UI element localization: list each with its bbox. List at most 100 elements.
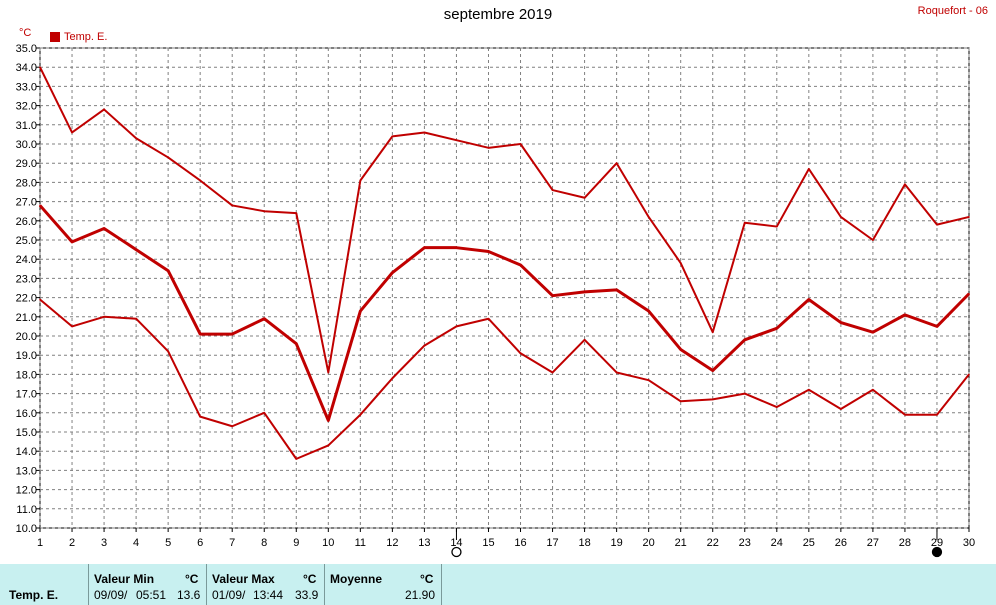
x-tick-label: 6 — [197, 537, 203, 549]
x-tick-label: 29 — [931, 537, 943, 549]
data-point-max — [263, 210, 266, 212]
series-line-max — [39, 66, 970, 374]
data-point-max — [71, 131, 73, 134]
data-point-min — [327, 444, 330, 447]
data-point-max — [808, 168, 810, 170]
data-point-mean — [936, 325, 938, 328]
data-point-mean — [423, 246, 426, 249]
y-tick-label: 18.0 — [16, 369, 37, 381]
data-point-min — [872, 388, 874, 391]
data-point-max — [199, 179, 201, 182]
x-tick-label: 10 — [322, 537, 334, 549]
y-tick-label: 27.0 — [16, 197, 37, 209]
y-axis-unit: °C — [19, 27, 32, 39]
y-tick-label: 10.0 — [16, 523, 37, 535]
x-tick-label: 22 — [707, 537, 719, 549]
data-point-mean — [904, 314, 906, 316]
x-tick-label: 3 — [101, 537, 107, 549]
min-time: 05:51 — [136, 588, 167, 602]
y-tick-label: 12.0 — [16, 485, 37, 497]
x-tick-label: 13 — [418, 537, 430, 549]
x-tick-label: 5 — [165, 537, 171, 549]
data-point-min — [295, 458, 298, 460]
data-point-min — [231, 425, 234, 428]
data-point-max — [231, 204, 234, 207]
data-point-mean — [487, 250, 490, 253]
x-tick-label: 23 — [739, 537, 751, 549]
data-point-max — [679, 262, 682, 264]
x-tick-label: 26 — [835, 537, 847, 549]
summary-series-label: Temp. E. — [9, 588, 59, 602]
x-tick-label: 28 — [899, 537, 911, 549]
max-date: 01/09/ — [212, 588, 246, 602]
x-tick-label: 16 — [514, 537, 526, 549]
summary-divider — [206, 564, 207, 605]
summary-divider — [441, 564, 442, 605]
y-tick-label: 14.0 — [16, 446, 37, 458]
data-point-min — [167, 350, 169, 353]
station-name: Roquefort - 06 — [917, 5, 988, 17]
data-point-min — [71, 325, 73, 328]
summary-divider — [324, 564, 325, 605]
data-point-max — [519, 143, 522, 145]
data-point-mean — [231, 333, 234, 335]
y-tick-label: 19.0 — [16, 350, 37, 362]
data-point-max — [936, 223, 938, 226]
legend-swatch — [50, 32, 60, 42]
series-line-mean — [38, 204, 971, 422]
data-point-mean — [583, 291, 586, 293]
min-value: 13.6 — [177, 588, 201, 602]
legend-label: Temp. E. — [64, 31, 108, 43]
data-point-max — [840, 216, 842, 218]
x-tick-label: 4 — [133, 537, 139, 549]
data-point-mean — [743, 339, 746, 341]
chart-area: 10.0 11.0 12.0 13.0 14.0 15.0 16.0 17.0 18.0 19.0… — [16, 43, 975, 558]
data-point-min — [808, 388, 810, 391]
x-tick-label: 17 — [546, 537, 558, 549]
y-tick-label: 21.0 — [16, 312, 37, 324]
y-tick-label: 22.0 — [16, 293, 37, 305]
y-tick-label: 16.0 — [16, 408, 37, 420]
data-point-min — [615, 371, 618, 374]
x-tick-label: 14 — [450, 537, 462, 549]
data-point-max — [327, 371, 330, 374]
x-tick-label: 18 — [578, 537, 590, 549]
data-point-mean — [872, 331, 874, 333]
data-point-min — [551, 371, 554, 374]
data-point-max — [103, 108, 105, 111]
data-point-max — [743, 221, 746, 224]
data-point-mean — [327, 419, 330, 422]
data-point-min — [936, 413, 938, 416]
series-line-min — [39, 298, 970, 460]
max-unit: °C — [303, 572, 317, 586]
data-point-max — [423, 131, 426, 134]
data-point-max — [583, 196, 586, 199]
min-unit: °C — [185, 572, 199, 586]
y-tick-label: 33.0 — [16, 81, 37, 93]
data-point-mean — [808, 298, 810, 301]
y-tick-label: 34.0 — [16, 62, 37, 74]
data-point-mean — [263, 317, 266, 320]
data-point-min — [135, 317, 137, 320]
max-value: 33.9 — [295, 588, 319, 602]
data-point-mean — [775, 327, 778, 330]
data-point-max — [39, 66, 41, 68]
data-point-mean — [968, 292, 970, 295]
data-point-max — [359, 179, 362, 182]
data-point-min — [199, 415, 201, 418]
x-tick-label: 24 — [771, 537, 783, 549]
data-point-max — [647, 216, 650, 218]
x-tick-label: 12 — [386, 537, 398, 549]
y-tick-label: 31.0 — [16, 120, 37, 132]
legend: Temp. E. — [50, 31, 107, 43]
data-point-min — [423, 344, 426, 347]
y-tick-label: 28.0 — [16, 177, 37, 189]
summary-bar — [0, 564, 996, 605]
data-point-max — [711, 331, 714, 333]
x-tick-label: 9 — [293, 537, 299, 549]
x-tick-label: 2 — [69, 537, 75, 549]
data-point-min — [775, 406, 778, 408]
data-point-mean — [519, 264, 522, 266]
data-point-mean — [840, 321, 842, 324]
data-point-min — [679, 400, 682, 403]
